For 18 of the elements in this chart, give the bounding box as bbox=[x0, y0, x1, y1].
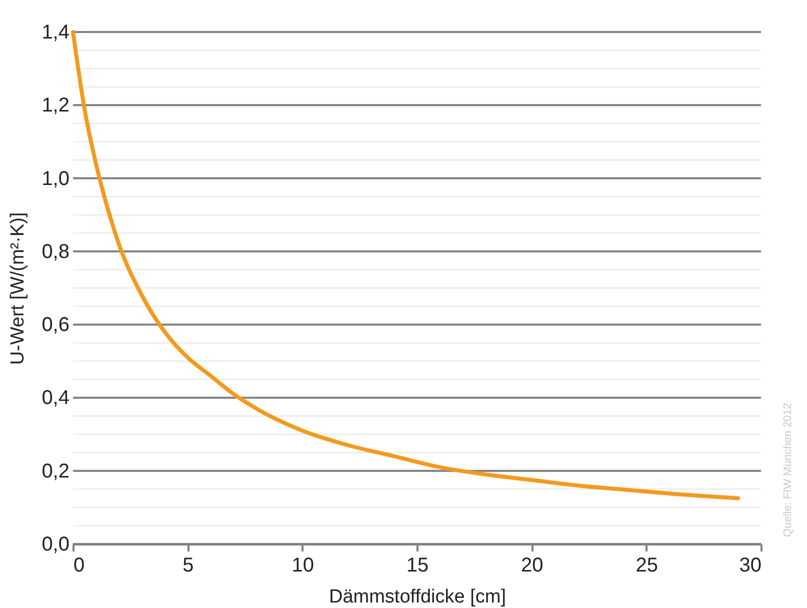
y-tick-label: 0,4 bbox=[42, 387, 70, 410]
y-tick-label: 0,0 bbox=[42, 534, 70, 556]
y-tick-label: 0,6 bbox=[42, 314, 70, 336]
x-tick-label: 25 bbox=[636, 554, 658, 576]
y-tick-label: 0,2 bbox=[42, 460, 70, 482]
y-tick-label: 1,0 bbox=[42, 168, 70, 190]
y-tick-label: 1,2 bbox=[42, 94, 70, 117]
x-tick-label: 0 bbox=[74, 554, 85, 576]
x-axis-title: Dämmstoffdicke [cm] bbox=[328, 586, 506, 608]
y-tick-label: 1,4 bbox=[42, 22, 70, 44]
line-series bbox=[71, 30, 740, 500]
y-tick-label: 0,8 bbox=[42, 240, 70, 263]
y-axis-title: U-Wert [W/(m²·K)] bbox=[8, 212, 29, 365]
x-tick-label: 5 bbox=[182, 554, 194, 576]
x-tick-label: 30 bbox=[739, 554, 762, 576]
x-tick-label: 15 bbox=[406, 554, 429, 576]
x-tick-label: 20 bbox=[521, 554, 544, 576]
x-tick-label: 10 bbox=[292, 554, 314, 576]
